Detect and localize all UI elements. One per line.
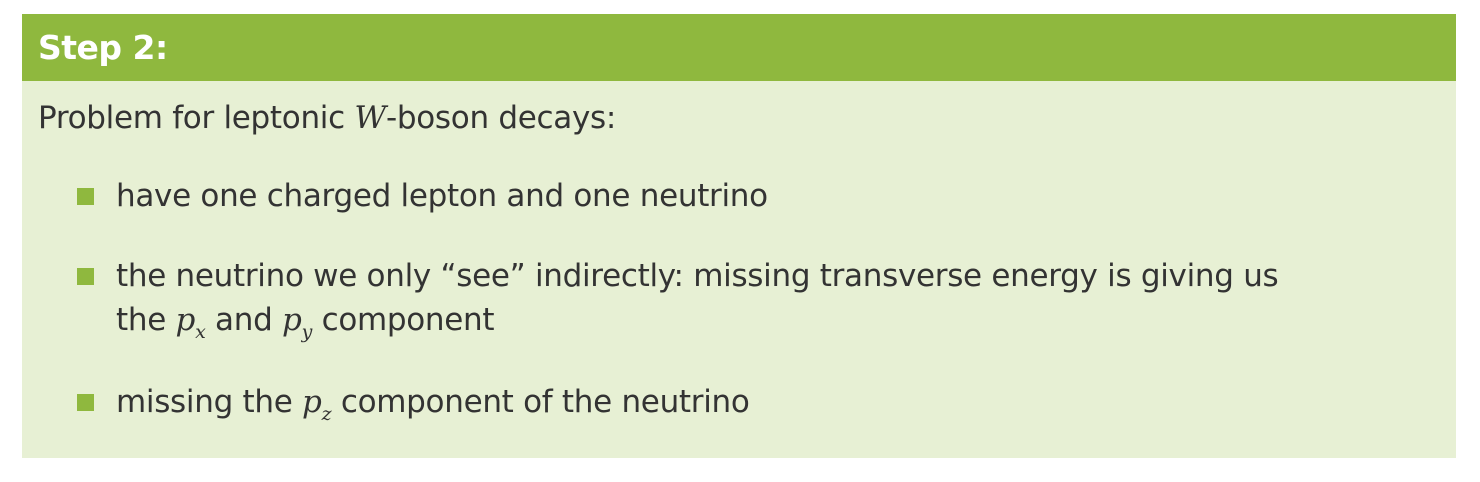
px-subscript: x	[195, 321, 206, 343]
py-base: p	[282, 302, 302, 338]
w-symbol: W	[354, 100, 386, 136]
item-line-1: the neutrino we only “see” indirectly: m…	[116, 258, 1279, 294]
pz-base: p	[302, 384, 322, 420]
bullet-list: have one charged lepton and one neutrino…	[38, 174, 1440, 424]
list-item: have one charged lepton and one neutrino	[38, 174, 1440, 218]
item-text: have one charged lepton and one neutrino	[116, 178, 768, 214]
intro-text: Problem for leptonic W-boson decays:	[38, 98, 1440, 138]
px-base: p	[175, 302, 196, 338]
square-bullet-icon	[77, 188, 94, 205]
item-line-2-after: component	[312, 302, 495, 338]
block-header: Step 2:	[22, 14, 1456, 81]
item-before: missing the	[116, 384, 303, 420]
list-item: missing the pz component of the neutrino	[38, 380, 1440, 424]
block-body: Problem for leptonic W-boson decays: hav…	[22, 81, 1456, 424]
item-line-2-before: the	[116, 302, 176, 338]
py-subscript: y	[301, 321, 313, 343]
block-title: Step 2:	[38, 28, 168, 67]
list-item: the neutrino we only “see” indirectly: m…	[38, 254, 1440, 342]
item-after: component of the neutrino	[331, 384, 750, 420]
step-block: Step 2: Problem for leptonic W-boson dec…	[22, 14, 1456, 458]
item-line-2-mid: and	[205, 302, 283, 338]
square-bullet-icon	[77, 394, 94, 411]
square-bullet-icon	[77, 268, 94, 285]
intro-after: -boson decays:	[386, 100, 616, 136]
intro-before: Problem for leptonic	[38, 100, 355, 136]
pz-subscript: z	[321, 403, 332, 425]
